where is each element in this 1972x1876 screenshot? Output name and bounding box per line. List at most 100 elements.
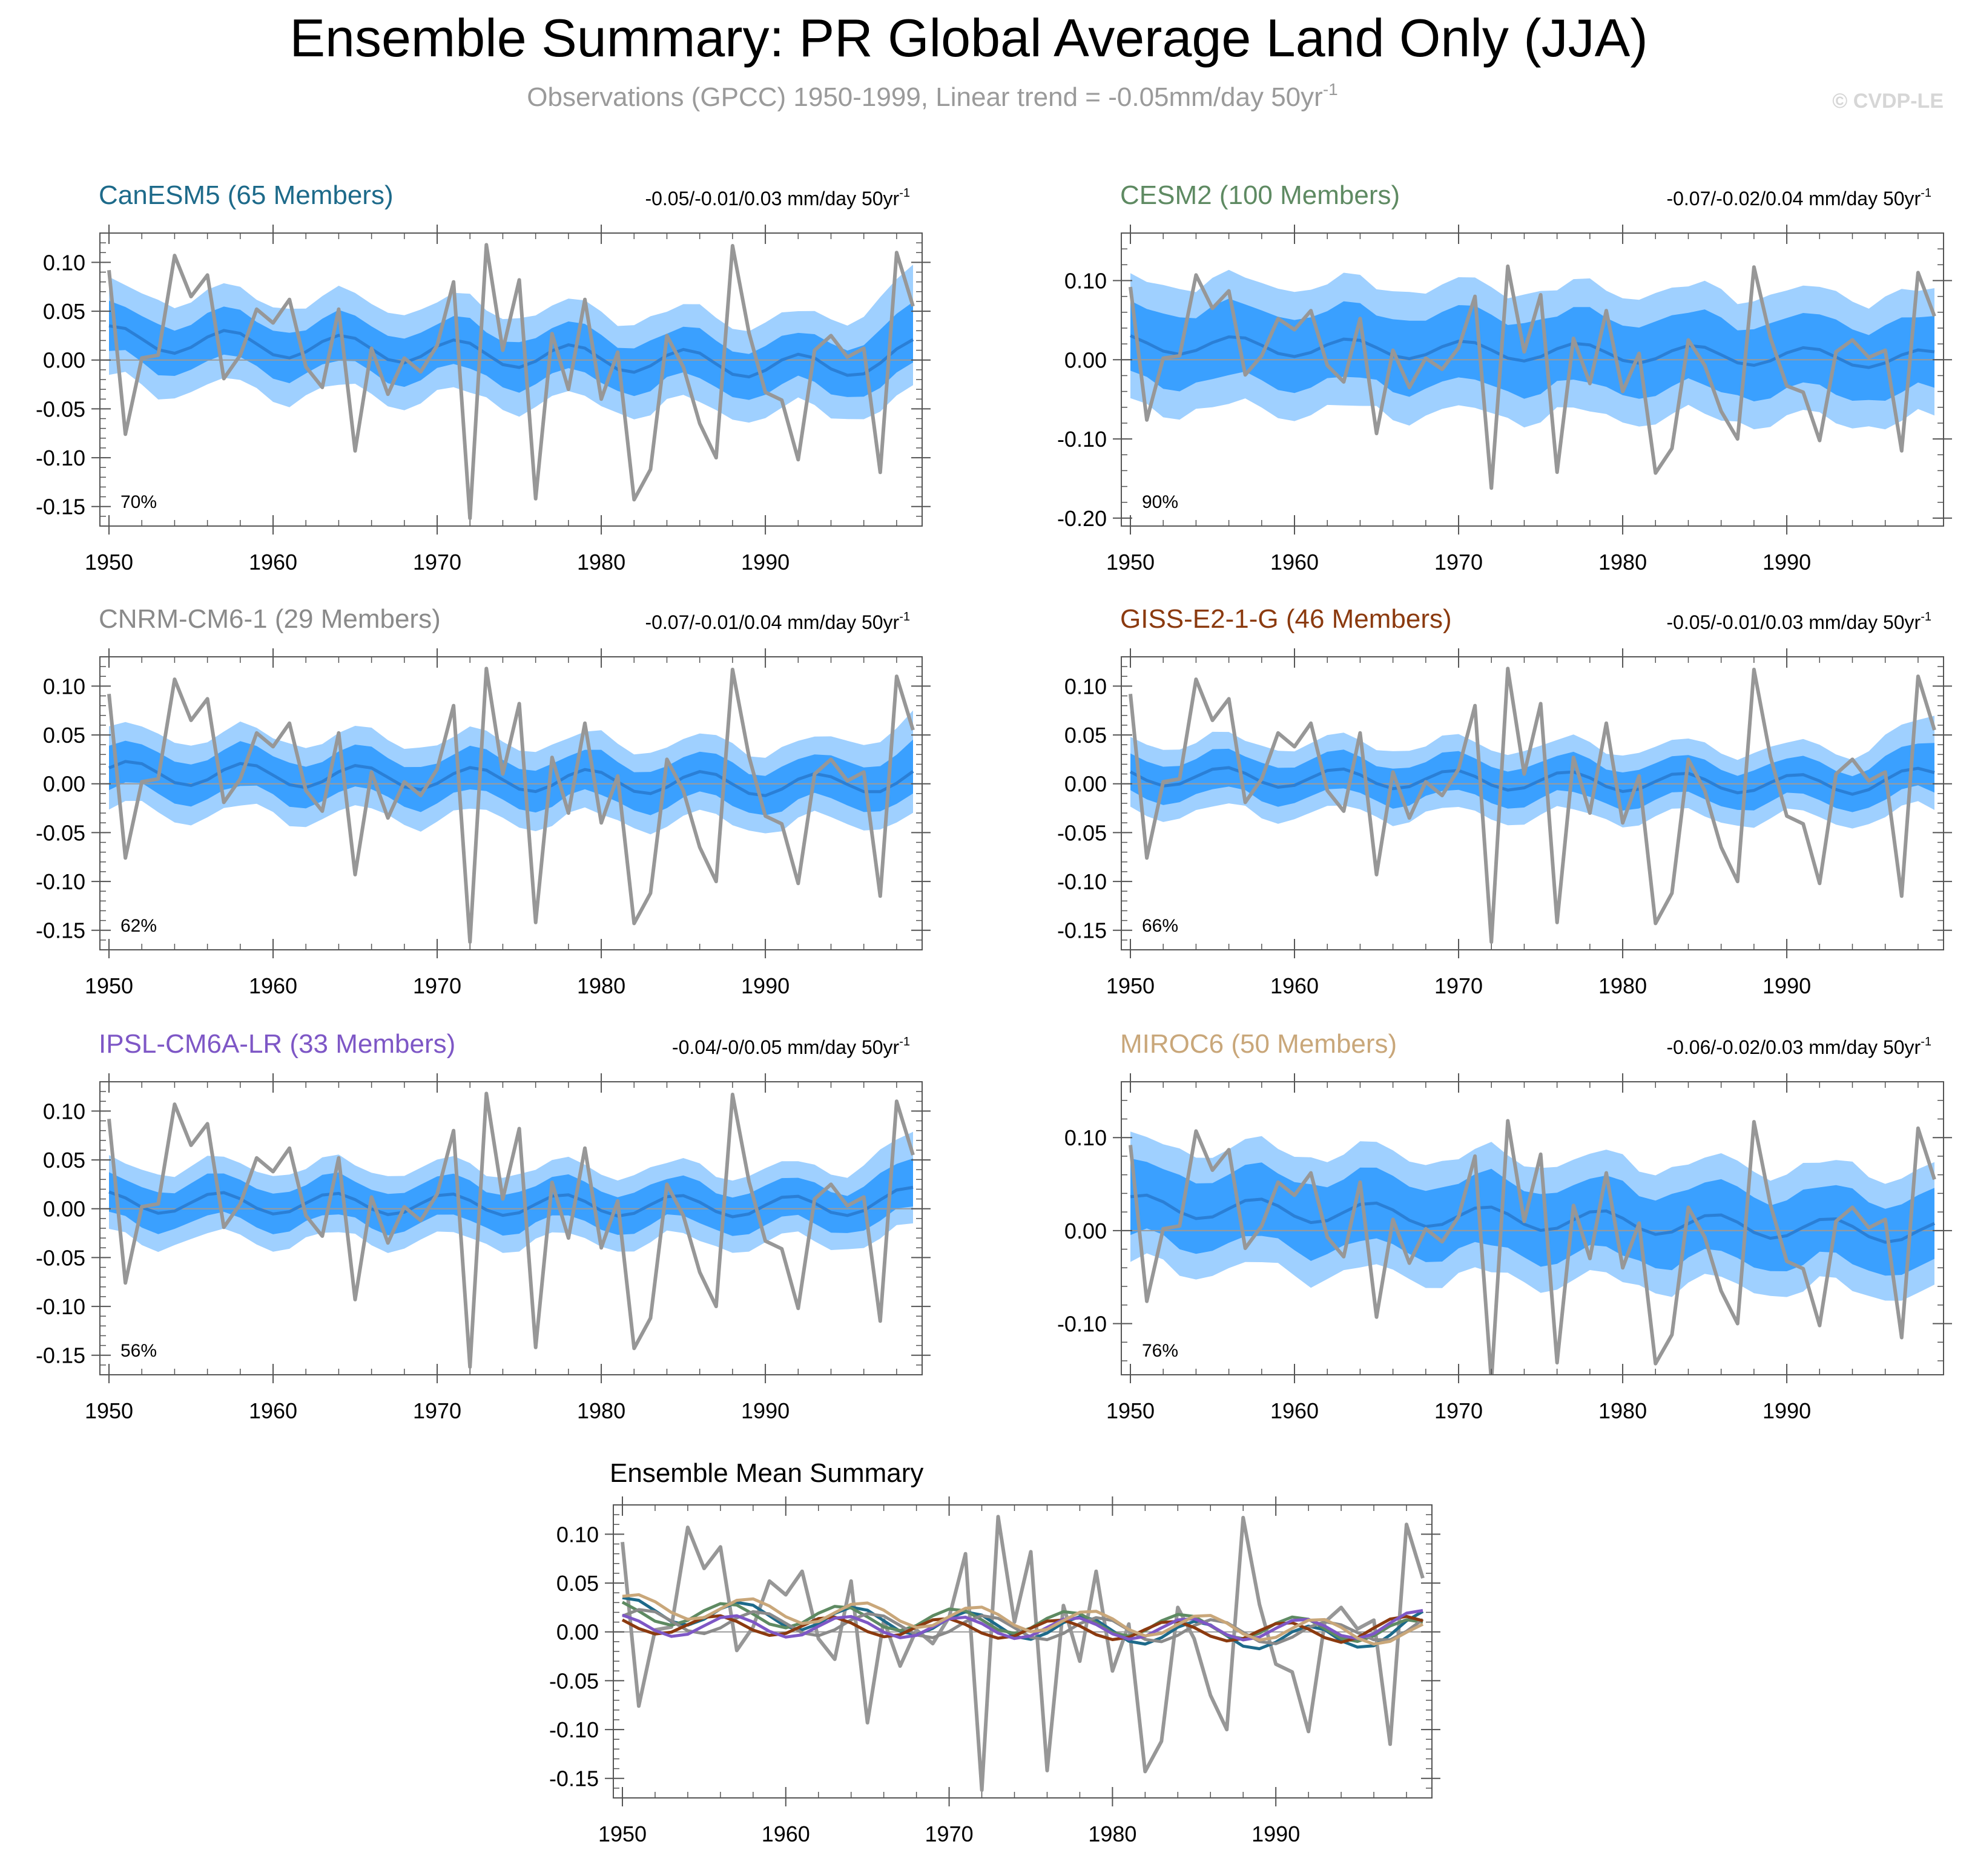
- panel-miroc6-xtick-label: 1990: [1763, 1398, 1811, 1423]
- watermark: © CVDP-LE: [1832, 90, 1944, 113]
- panel-cnrm-cm6-1-xtick-label: 1980: [577, 973, 625, 998]
- panel-ipsl-cm6a-lr-xtick-label: 1960: [249, 1398, 297, 1423]
- panel-giss-e2-1-g-trend-range: -0.05/-0.01/0.03 mm/day 50yr-1: [1666, 610, 1931, 633]
- summary-ytick-label: 0.05: [556, 1571, 599, 1596]
- panel-giss-e2-1-g: 0.10 0.05 0.00 -0.05 -0.10 -0.15 1950 1960 1970 1…: [1057, 604, 1952, 998]
- panel-ipsl-cm6a-lr-ytick-label: 0.00: [43, 1197, 85, 1222]
- subtitle-text: Observations (GPCC) 1950-1999, Linear tr…: [527, 82, 1323, 112]
- panel-cesm2-ytick-label: -0.20: [1057, 506, 1107, 531]
- panel-giss-e2-1-g-title: GISS-E2-1-G (46 Members): [1120, 604, 1452, 634]
- panel-cnrm-cm6-1-ytick-label: -0.15: [36, 918, 85, 943]
- panel-cnrm-cm6-1: 0.10 0.05 0.00 -0.05 -0.10 -0.15 1950 1960 1970 1…: [36, 604, 931, 998]
- summary-ytick-label: 0.10: [556, 1522, 599, 1547]
- panel-cesm2-inner-band: [1130, 298, 1934, 401]
- panel-giss-e2-1-g-observations-line: [1129, 666, 1936, 944]
- figure-subtitle: Observations (GPCC) 1950-1999, Linear tr…: [527, 80, 1337, 112]
- panel-cesm2-observations-line: [1129, 264, 1936, 490]
- summary-xtick-label: 1950: [598, 1822, 647, 1846]
- panel-cnrm-cm6-1-xtick-label: 1960: [249, 973, 297, 998]
- panel-canesm5-observations-line: [107, 243, 915, 521]
- panel-giss-e2-1-g-xtick-label: 1990: [1763, 973, 1811, 998]
- panel-giss-e2-1-g-xtick-label: 1970: [1434, 973, 1483, 998]
- panel-giss-e2-1-g-ytick-label: 0.10: [1064, 674, 1107, 699]
- panel-cnrm-cm6-1-trend-range: -0.07/-0.01/0.04 mm/day 50yr-1: [645, 610, 910, 633]
- panel-cnrm-cm6-1-xtick-label: 1990: [741, 973, 790, 998]
- summary-ytick-label: -0.05: [549, 1668, 599, 1693]
- panels: 0.10 0.05 0.00 -0.05 -0.10 -0.15 1950 1960 1970 1…: [36, 180, 1952, 1423]
- panel-canesm5-xtick-label: 1990: [741, 550, 790, 574]
- panel-ipsl-cm6a-lr-inner-band: [109, 1158, 913, 1236]
- panel-cesm2-ytick-label: -0.10: [1057, 427, 1107, 452]
- panel-miroc6-observations-line: [1129, 1119, 1936, 1375]
- panel-ipsl-cm6a-lr-xtick-label: 1990: [741, 1398, 790, 1423]
- panel-giss-e2-1-g-percent-label: 66%: [1142, 916, 1178, 936]
- panel-canesm5-percent-label: 70%: [120, 492, 157, 512]
- panel-cesm2-xtick-label: 1960: [1270, 550, 1319, 574]
- panel-miroc6-inner-band: [1130, 1158, 1934, 1276]
- panel-cesm2-plot-area: [1121, 264, 1944, 490]
- panel-giss-e2-1-g-ytick-label: -0.05: [1057, 820, 1107, 845]
- panel-giss-e2-1-g-trend-text: -0.05/-0.01/0.03 mm/day 50yr: [1666, 611, 1921, 633]
- panel-ipsl-cm6a-lr-plot-area: [100, 1091, 922, 1369]
- panel-ipsl-cm6a-lr-observations-line: [107, 1091, 915, 1369]
- summary-xtick-label: 1980: [1088, 1822, 1136, 1846]
- panel-ipsl-cm6a-lr-trend-text: -0.04/-0/0.05 mm/day 50yr: [672, 1036, 900, 1058]
- summary-ytick-label: -0.10: [549, 1717, 599, 1742]
- panel-cnrm-cm6-1-ensemble-mean-line: [108, 760, 914, 797]
- panel-giss-e2-1-g-ytick-label: 0.00: [1064, 772, 1107, 797]
- panel-canesm5-ytick-label: 0.05: [43, 299, 85, 324]
- panel-canesm5-ytick-label: -0.05: [36, 397, 85, 421]
- panel-cesm2-plot-frame: [1121, 232, 1944, 527]
- panel-giss-e2-1-g-inner-band: [1130, 743, 1934, 812]
- panel-canesm5-trend-text: -0.05/-0.01/0.03 mm/day 50yr: [645, 188, 899, 209]
- panel-canesm5-xtick-label: 1980: [577, 550, 625, 574]
- panel-cesm2-ytick-label: 0.10: [1064, 268, 1107, 293]
- panel-cnrm-cm6-1-ytick-label: 0.05: [43, 723, 85, 748]
- panel-canesm5-ytick-label: -0.10: [36, 446, 85, 470]
- panel-miroc6-xtick-label: 1960: [1270, 1398, 1319, 1423]
- panel-canesm5-trend-superscript: -1: [899, 186, 910, 200]
- panel-ipsl-cm6a-lr-trend-range: -0.04/-0/0.05 mm/day 50yr-1: [672, 1035, 910, 1058]
- panel-canesm5-ytick-label: -0.15: [36, 495, 85, 519]
- panel-miroc6-xtick-label: 1950: [1106, 1398, 1155, 1423]
- panel-cesm2-trend-superscript: -1: [1921, 186, 1931, 200]
- panel-miroc6-ytick-label: 0.00: [1064, 1219, 1107, 1243]
- panel-giss-e2-1-g-xtick-label: 1960: [1270, 973, 1319, 998]
- summary-ytick-label: -0.15: [549, 1766, 599, 1791]
- panel-cnrm-cm6-1-trend-superscript: -1: [899, 610, 910, 624]
- figure-title: Ensemble Summary: PR Global Average Land…: [289, 8, 1647, 68]
- panel-canesm5-plot-area: [100, 243, 922, 521]
- panel-ipsl-cm6a-lr: 0.10 0.05 0.00 -0.05 -0.10 -0.15 1950 1960 1970 1…: [36, 1029, 931, 1423]
- summary-mean-line-miroc6: [622, 1593, 1424, 1646]
- panel-miroc6-percent-label: 76%: [1142, 1341, 1178, 1361]
- panel-canesm5-xtick-label: 1960: [249, 550, 297, 574]
- panel-ipsl-cm6a-lr-ytick-label: 0.10: [43, 1099, 85, 1124]
- panel-cesm2-xtick-label: 1980: [1598, 550, 1647, 574]
- panel-ipsl-cm6a-lr-ytick-label: -0.05: [36, 1245, 85, 1270]
- panel-ipsl-cm6a-lr-ytick-label: -0.10: [36, 1294, 85, 1319]
- panel-cnrm-cm6-1-ytick-label: -0.10: [36, 869, 85, 894]
- summary-title: Ensemble Mean Summary: [610, 1458, 923, 1488]
- panel-cesm2-xtick-label: 1990: [1763, 550, 1811, 574]
- panel-cesm2-xtick-label: 1950: [1106, 550, 1155, 574]
- panel-cesm2: 0.10 0.00 -0.10 -0.20 1950 1960 1970 1980 1990 CE…: [1057, 180, 1952, 574]
- panel-cnrm-cm6-1-plot-area: [100, 666, 922, 944]
- panel-canesm5-xtick-label: 1970: [413, 550, 461, 574]
- panel-giss-e2-1-g-xtick-label: 1980: [1598, 973, 1647, 998]
- panel-cesm2-percent-label: 90%: [1142, 492, 1178, 512]
- panel-ipsl-cm6a-lr-title: IPSL-CM6A-LR (33 Members): [99, 1029, 455, 1059]
- panel-cnrm-cm6-1-title: CNRM-CM6-1 (29 Members): [99, 604, 441, 634]
- panel-cnrm-cm6-1-xtick-label: 1970: [413, 973, 461, 998]
- panel-miroc6-trend-text: -0.06/-0.02/0.03 mm/day 50yr: [1666, 1036, 1921, 1058]
- panel-giss-e2-1-g-ytick-label: 0.05: [1064, 723, 1107, 748]
- panel-giss-e2-1-g-plot-area: [1121, 666, 1944, 944]
- panel-miroc6-ensemble-mean-line: [1130, 1193, 1936, 1244]
- panel-cnrm-cm6-1-xtick-label: 1950: [85, 973, 133, 998]
- summary-mean-line-ipsl-cm6a-lr: [622, 1608, 1423, 1642]
- panel-cesm2-trend-range: -0.07/-0.02/0.04 mm/day 50yr-1: [1666, 186, 1931, 209]
- panel-giss-e2-1-g-xtick-label: 1950: [1106, 973, 1155, 998]
- panel-miroc6-title: MIROC6 (50 Members): [1120, 1029, 1397, 1059]
- panel-giss-e2-1-g-ensemble-mean-line: [1129, 766, 1935, 796]
